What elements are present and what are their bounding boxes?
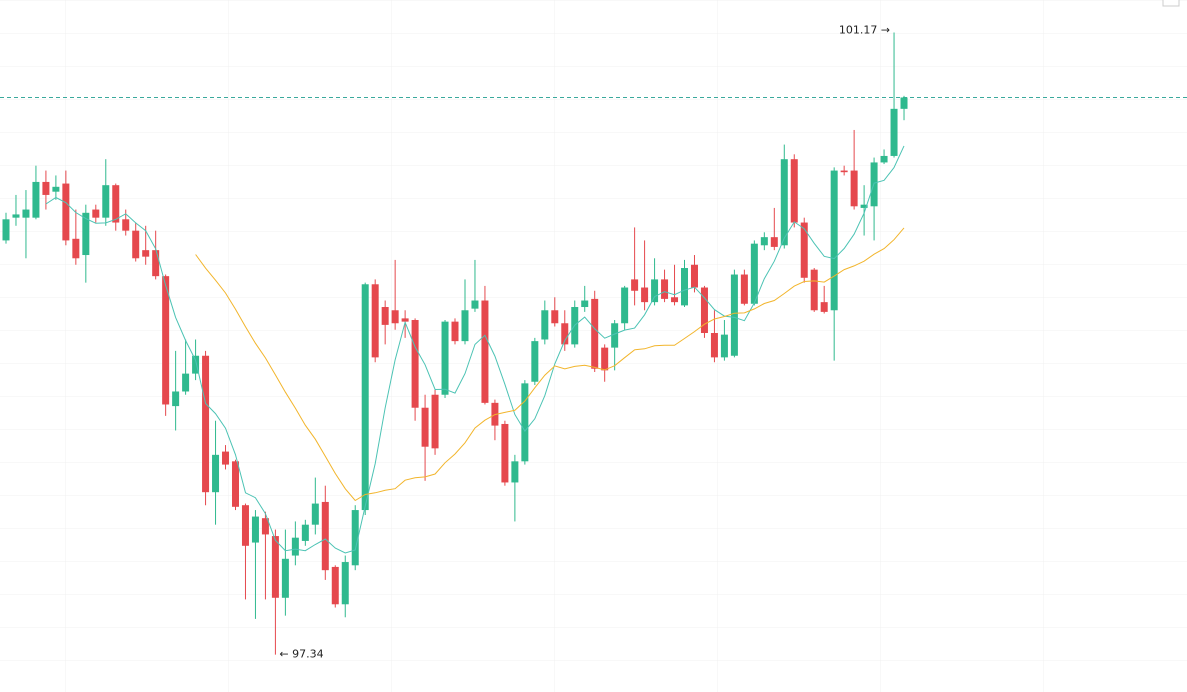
candle-body [860,204,868,208]
candle-body [770,237,778,247]
candle-body [780,159,788,246]
candle-body [152,250,160,277]
candle-body [641,287,649,303]
candle-body [720,334,728,358]
candle-body [631,279,639,291]
candle-body [281,558,289,598]
candle-body [52,186,60,192]
candle-body [820,302,828,312]
candle-body [790,159,798,223]
candle-body [192,355,200,374]
candle-body [511,461,519,483]
candle-body [202,355,210,493]
candle-body [251,516,259,543]
candle-body [830,170,838,311]
candle-body [391,310,399,324]
candle-body [501,423,509,483]
candle-body [411,320,419,408]
candle-body [42,181,50,195]
candle-body [421,407,429,447]
candle-body [72,238,80,259]
candle-body [22,209,30,218]
candle-body [271,536,279,598]
candle-body [621,287,629,324]
candle-body [2,219,10,241]
candle-body [700,287,708,334]
candle-body [521,383,529,462]
candle-body [142,250,150,257]
candle-body [481,300,489,403]
candle-body [611,323,619,348]
candle-body [461,310,469,342]
candle-body [451,321,459,342]
candle-body [351,510,359,566]
candle-body [651,279,659,303]
candle-body [880,155,888,163]
candle-body [551,310,559,324]
candle-body [371,284,379,358]
candle-body [341,562,349,605]
corner-button[interactable] [1162,0,1180,7]
candle-body [231,461,239,507]
candle-body [810,269,818,311]
candle-body [431,394,439,449]
candle-body [581,300,589,308]
moving-average-fast [45,145,905,554]
moving-average-slow [195,227,905,502]
candle-body [62,183,70,241]
candle-body [750,243,758,304]
candle-body [311,503,319,525]
plot: 101.17 → ← 97.34 [0,23,1187,661]
candle-body [112,185,120,223]
candle-body [132,230,140,259]
candle-body [800,222,808,278]
candle-body [710,333,718,358]
candle-body [301,524,309,541]
candle-body [241,505,249,546]
candle-body [212,454,220,493]
candle-body [671,297,679,303]
candle-body [381,307,389,325]
candle-body [661,279,669,299]
candle-body [12,214,20,218]
candle-body [441,321,449,395]
candle-body [541,310,549,340]
candle-body [760,237,768,246]
candle-body [900,97,908,109]
candle-body [321,501,329,571]
candle-body [730,274,738,356]
candle-body [561,323,569,345]
candle-body [890,108,898,156]
candle-body [32,181,40,218]
candle-body [531,341,539,382]
candle-body [172,391,180,407]
candle-body [740,274,748,304]
high-label: 101.17 → [839,23,890,36]
candle-body [162,276,170,405]
candle-body [471,300,479,309]
candle-body [92,209,100,218]
candle-body [361,284,369,511]
candle-body [261,518,269,535]
candle-body [291,537,299,556]
candle-body [222,451,230,465]
candle-body [102,185,110,218]
candle-body [840,170,848,173]
candle-body [401,318,409,322]
low-label: ← 97.34 [279,648,323,661]
candle-body [331,566,339,605]
candle-body [122,219,130,231]
candle-body [591,298,599,369]
candle-body [182,373,190,392]
candle-body [690,264,698,288]
candle-body [850,170,858,207]
candle-body [681,268,689,306]
candle-body [601,347,609,371]
candle-body [82,212,90,256]
